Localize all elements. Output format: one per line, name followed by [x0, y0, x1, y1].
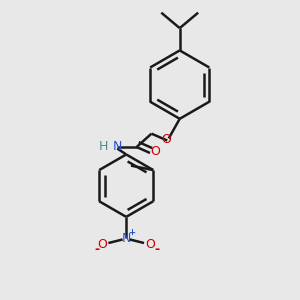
- Text: N: N: [112, 140, 122, 153]
- Text: O: O: [145, 238, 155, 251]
- Text: -: -: [94, 243, 99, 256]
- Text: O: O: [150, 145, 160, 158]
- Text: N: N: [122, 232, 131, 245]
- Text: O: O: [161, 133, 171, 146]
- Text: O: O: [98, 238, 107, 251]
- Text: -: -: [154, 243, 159, 256]
- Text: H: H: [99, 140, 109, 153]
- Text: +: +: [128, 228, 135, 237]
